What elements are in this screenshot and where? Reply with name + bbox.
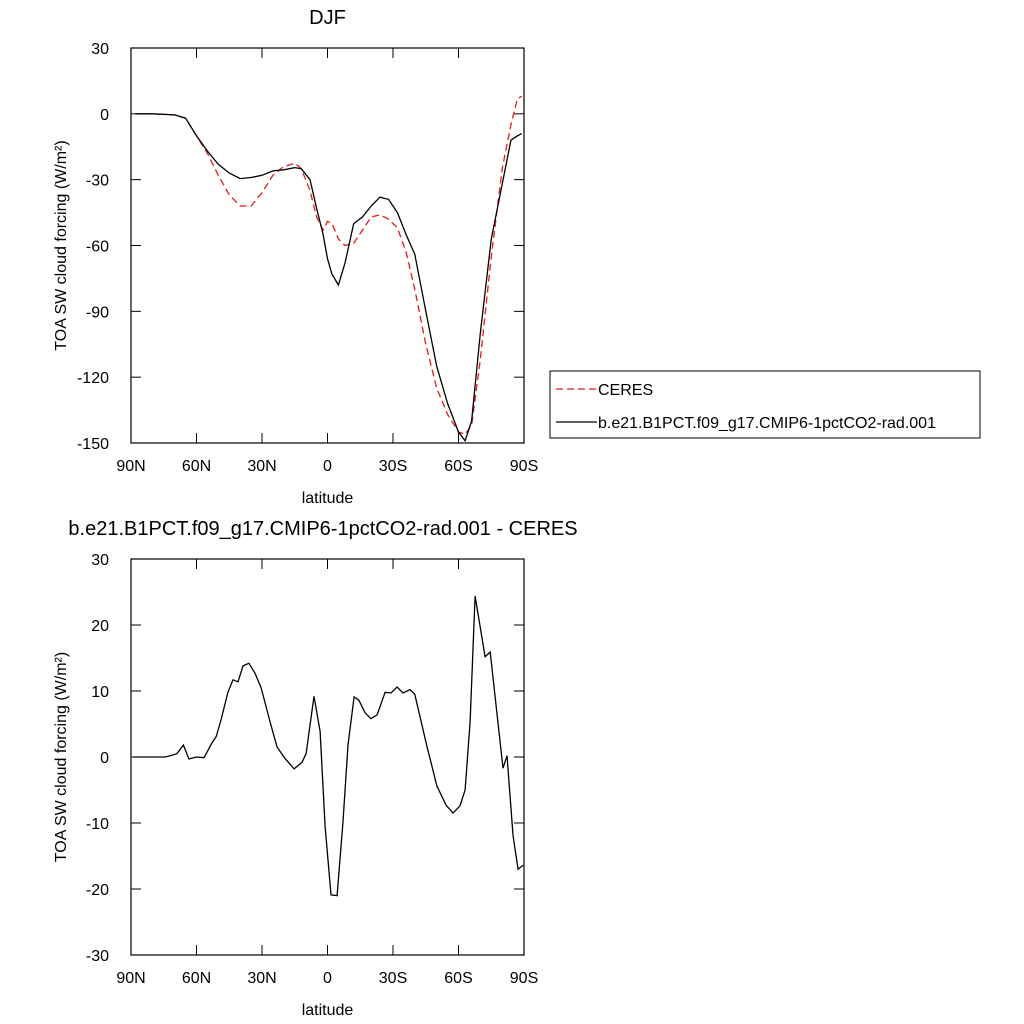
y-tick-label: -20 <box>86 882 109 899</box>
y-tick-label: -30 <box>86 173 109 190</box>
y-tick-label: -10 <box>86 816 109 833</box>
y-tick-label: -120 <box>77 370 109 387</box>
y-tick-label: 30 <box>91 41 109 58</box>
x-tick-label: 0 <box>323 970 332 987</box>
x-tick-label: 60S <box>444 970 472 987</box>
y-tick-label: 30 <box>91 552 109 569</box>
data-line <box>135 113 523 443</box>
x-tick-label: 30N <box>247 458 276 475</box>
x-tick-label: 30S <box>379 458 407 475</box>
legend-label: b.e21.B1PCT.f09_g17.CMIP6-1pctCO2-rad.00… <box>598 415 936 432</box>
x-tick-label: 60S <box>444 458 472 475</box>
x-tick-label: 60N <box>182 970 211 987</box>
data-line <box>134 595 524 897</box>
x-tick-label: 60N <box>182 458 211 475</box>
x-tick-label: 90S <box>510 970 538 987</box>
chart-title: DJF <box>309 7 346 29</box>
legend-box <box>549 370 981 439</box>
legend-label: CERES <box>598 382 653 399</box>
y-tick-label: 10 <box>91 684 109 701</box>
y-tick-label: -60 <box>86 239 109 256</box>
y-axis-label: TOA SW cloud forcing (W/m²) <box>53 652 70 862</box>
plot-frame <box>130 558 525 956</box>
y-axis-label: TOA SW cloud forcing (W/m²) <box>53 140 70 350</box>
chart-title: b.e21.B1PCT.f09_g17.CMIP6-1pctCO2-rad.00… <box>68 518 577 540</box>
y-tick-label: -30 <box>86 948 109 965</box>
y-tick-label: -150 <box>77 436 109 453</box>
x-tick-label: 90N <box>116 458 145 475</box>
y-tick-label: 0 <box>100 750 109 767</box>
x-tick-label: 0 <box>323 458 332 475</box>
y-tick-label: 20 <box>91 618 109 635</box>
x-tick-label: 90S <box>510 458 538 475</box>
x-tick-label: 90N <box>116 970 145 987</box>
x-tick-label: 30S <box>379 970 407 987</box>
plot-frame <box>130 47 525 444</box>
x-axis-label: latitude <box>302 1002 354 1019</box>
y-tick-label: -90 <box>86 304 109 321</box>
x-axis-label: latitude <box>302 490 354 507</box>
y-tick-label: 0 <box>100 107 109 124</box>
x-tick-label: 30N <box>247 970 276 987</box>
data-line <box>135 95 523 435</box>
